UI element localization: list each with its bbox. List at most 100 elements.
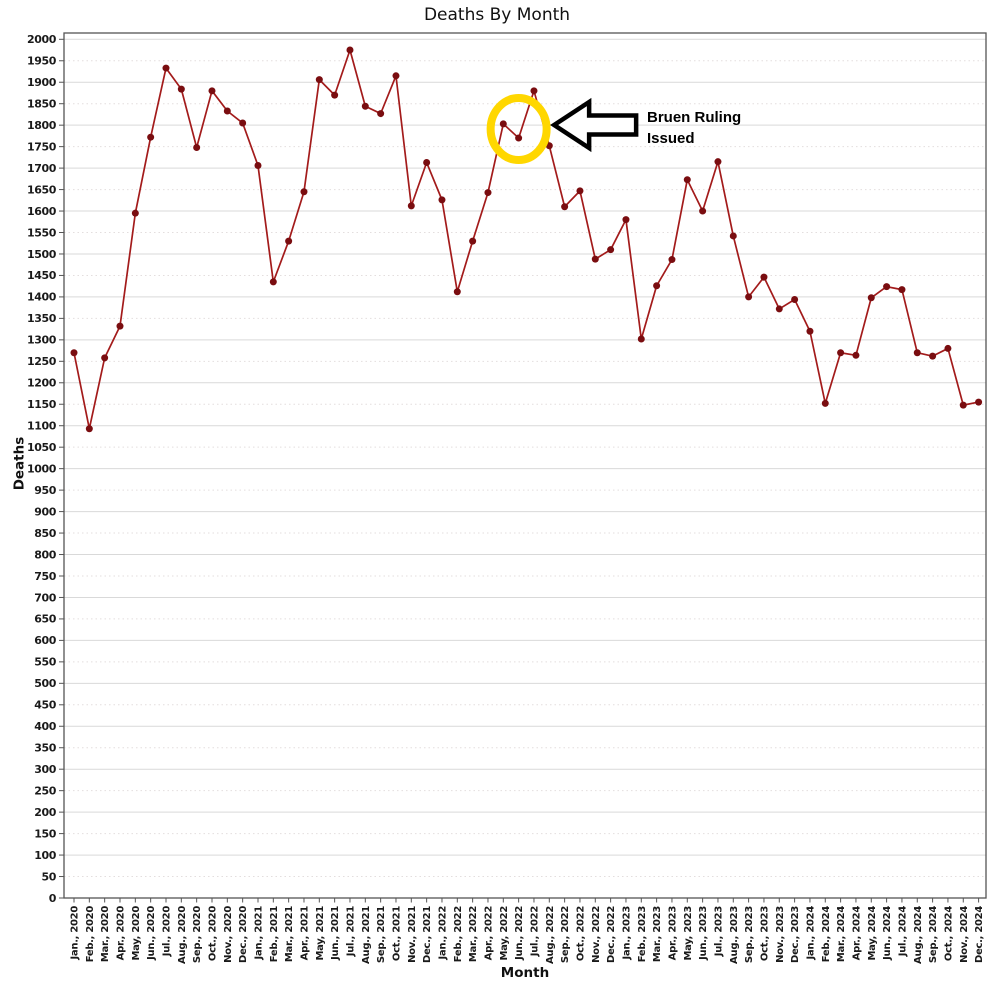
x-tick-label: Sep., 2023: [744, 906, 755, 963]
x-tick-label: May, 2023: [683, 906, 694, 961]
data-point: [929, 352, 937, 360]
y-tick-label: 450: [34, 699, 57, 712]
x-tick-label: Dec., 2021: [422, 906, 433, 963]
data-point: [116, 322, 124, 330]
data-point: [837, 349, 845, 357]
data-point: [101, 354, 109, 362]
y-tick-label: 1650: [27, 183, 57, 196]
x-tick-label: Mar., 2021: [284, 906, 295, 962]
y-axis-title: Deaths: [11, 436, 28, 491]
y-tick-label: 1450: [27, 269, 57, 282]
data-point: [423, 159, 431, 167]
data-point: [591, 255, 599, 263]
data-point: [331, 91, 339, 99]
data-point: [745, 293, 753, 301]
x-tick-label: Sep., 2022: [560, 906, 571, 963]
y-tick-label: 950: [34, 484, 57, 497]
data-point: [668, 256, 676, 264]
data-point: [484, 189, 492, 197]
x-tick-label: Feb., 2024: [821, 906, 832, 963]
y-tick-label: 0: [49, 892, 57, 905]
x-tick-label: Dec., 2024: [974, 906, 985, 963]
x-tick-label: Oct., 2024: [943, 906, 954, 961]
chart-title: Deaths By Month: [423, 5, 571, 25]
y-tick-label: 1400: [27, 291, 57, 304]
y-tick-label: 100: [34, 849, 57, 862]
x-tick-label: Oct., 2020: [207, 906, 218, 961]
x-tick-label: Dec., 2023: [790, 906, 801, 963]
data-point: [576, 187, 584, 195]
data-point: [131, 209, 139, 217]
x-tick-label: Apr., 2024: [851, 906, 862, 961]
y-tick-label: 1700: [27, 162, 57, 175]
x-tick-label: Aug., 2023: [729, 906, 740, 964]
x-tick-label: Jun., 2020: [146, 906, 157, 961]
data-point: [806, 327, 814, 335]
y-tick-label: 550: [34, 656, 57, 669]
data-point: [821, 399, 829, 407]
data-point: [653, 282, 661, 290]
data-point: [147, 133, 155, 141]
x-tick-label: Sep., 2021: [376, 906, 387, 963]
x-tick-label: Jan., 2022: [437, 906, 448, 961]
x-tick-label: Aug., 2021: [361, 906, 372, 964]
data-point: [208, 87, 216, 95]
x-tick-label: Jul., 2023: [713, 906, 724, 958]
data-point: [852, 351, 860, 359]
data-point: [699, 207, 707, 215]
y-tick-label: 900: [34, 505, 57, 518]
data-point: [377, 110, 385, 118]
data-point: [193, 143, 201, 151]
x-tick-label: Apr., 2020: [115, 906, 126, 961]
series-line: [73, 49, 979, 430]
x-tick-label: Feb., 2023: [637, 906, 648, 963]
data-point: [791, 295, 799, 303]
y-tick-label: 1500: [27, 248, 57, 261]
x-tick-label: Oct., 2022: [575, 906, 586, 961]
x-tick-label: Jul., 2022: [529, 906, 540, 958]
data-point: [714, 158, 722, 166]
y-tick-label: 1850: [27, 98, 57, 111]
data-point: [177, 85, 185, 93]
x-tick-label: Jun., 2022: [514, 906, 525, 961]
data-point: [959, 401, 967, 409]
x-tick-label: Jul., 2020: [161, 906, 172, 958]
y-tick-label: 500: [34, 677, 57, 690]
data-point: [622, 216, 630, 224]
data-point: [438, 196, 446, 204]
data-point: [346, 46, 354, 54]
data-point: [285, 237, 293, 245]
y-tick-label: 1800: [27, 119, 57, 132]
data-point: [729, 232, 737, 240]
annotation-label-line2: Issued: [647, 130, 695, 147]
x-tick-label: Oct., 2021: [391, 906, 402, 961]
data-point: [607, 246, 615, 254]
data-point: [407, 202, 415, 210]
y-tick-label: 1750: [27, 140, 57, 153]
y-tick-label: 300: [34, 763, 57, 776]
y-tick-label: 200: [34, 806, 57, 819]
x-axis-ticks: Jan., 2020 Feb., 2020 Mar., 2020 Apr., 2020…: [70, 898, 985, 964]
data-point: [913, 349, 921, 357]
annotation-arrow-icon: [550, 97, 639, 153]
data-point: [898, 286, 906, 294]
x-tick-label: Nov., 2022: [591, 906, 602, 963]
data-point: [867, 294, 875, 302]
y-tick-label: 1950: [27, 55, 57, 68]
x-tick-label: Nov., 2023: [775, 906, 786, 963]
x-tick-label: Aug., 2020: [177, 906, 188, 964]
data-point: [561, 203, 569, 211]
data-point: [70, 349, 78, 357]
data-point: [85, 425, 93, 433]
y-tick-label: 800: [34, 548, 57, 561]
x-tick-label: Jun., 2024: [882, 906, 893, 961]
annotation-circle: [486, 94, 551, 165]
x-tick-label: Jul., 2021: [345, 906, 356, 958]
x-tick-label: Sep., 2020: [192, 906, 203, 963]
x-tick-label: Apr., 2021: [299, 906, 310, 961]
x-tick-label: Jun., 2021: [330, 906, 341, 961]
x-tick-label: Apr., 2023: [667, 906, 678, 961]
x-tick-label: Apr., 2022: [483, 906, 494, 961]
x-tick-label: Jan., 2021: [253, 906, 264, 961]
